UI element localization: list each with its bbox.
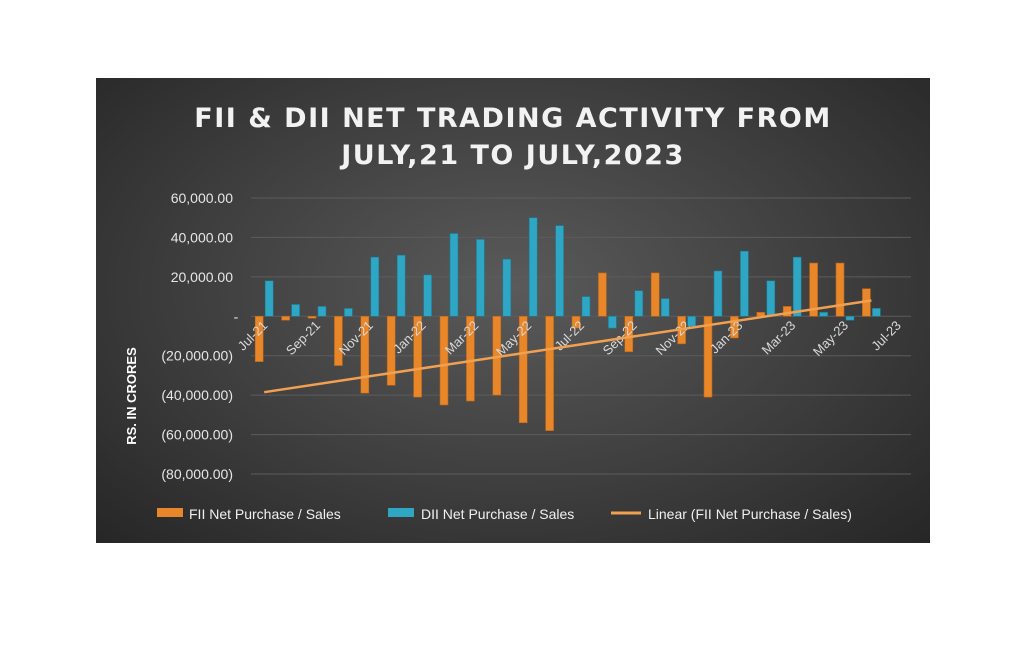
legend: FII Net Purchase / Sales DII Net Purchas… (157, 506, 852, 522)
y-tick-label: 40,000.00 (171, 229, 233, 245)
bar-dii (555, 225, 564, 317)
y-tick-label: (40,000.00) (161, 387, 233, 403)
bar-dii (291, 304, 300, 317)
bar-fii (598, 272, 607, 317)
y-tick-label: - (234, 308, 239, 324)
bar-fii (809, 262, 818, 317)
bar-dii (766, 280, 776, 317)
bar-fii (254, 315, 264, 362)
bar-dii (264, 280, 274, 317)
bar-fii (413, 315, 422, 398)
chart-title-line-1: FII & DII NET TRADING ACTIVITY FROM (194, 103, 831, 134)
bar-fii (334, 315, 343, 366)
bar-fii (545, 315, 554, 431)
x-tick-label: Jan-22 (390, 318, 429, 357)
x-tick-label: Sep-21 (283, 318, 323, 358)
bar-dii (792, 256, 802, 317)
bar-dii (634, 290, 644, 317)
bar-dii (819, 312, 828, 317)
bar-dii (528, 217, 538, 317)
bar-dii (476, 239, 485, 317)
chart-panel: FII & DII NET TRADING ACTIVITY FROM JULY… (96, 78, 930, 543)
bar-dii (423, 274, 432, 317)
chart-svg: FII & DII NET TRADING ACTIVITY FROM JULY… (124, 103, 911, 522)
x-tick-label: Jul-21 (235, 318, 271, 354)
y-tick-label: (80,000.00) (161, 466, 233, 482)
bar-dii (344, 308, 353, 317)
x-tick-label: Mar-23 (759, 318, 799, 358)
chart-title-line-2: JULY,21 TO JULY,2023 (339, 140, 685, 171)
bar-dii (687, 315, 696, 327)
y-tick-label: (20,000.00) (161, 348, 233, 364)
bar-fii (624, 315, 634, 353)
bar-dii (845, 315, 855, 321)
bar-fii (730, 315, 739, 339)
y-tick-label: 20,000.00 (171, 269, 233, 285)
trendline (264, 299, 872, 394)
bar-dii (872, 308, 881, 317)
legend-label-fii: FII Net Purchase / Sales (189, 506, 341, 522)
bar-dii (396, 254, 406, 317)
bar-fii (307, 315, 317, 319)
bar-dii (608, 315, 617, 329)
bar-fii (386, 315, 396, 386)
x-tick-label: May-23 (810, 318, 851, 359)
trendline-fii (264, 299, 872, 394)
bar-dii (581, 296, 591, 317)
bar-dii (740, 250, 749, 317)
bar-fii (466, 315, 475, 402)
bar-dii (317, 306, 327, 317)
bar-dii (660, 298, 670, 317)
legend-label-dii: DII Net Purchase / Sales (421, 506, 574, 522)
bar-fii (360, 315, 370, 394)
bar-fii (650, 272, 660, 317)
y-tick-label: (60,000.00) (161, 427, 233, 443)
bar-dii (370, 256, 380, 317)
bar-fii (782, 306, 792, 317)
legend-item-fii[interactable]: FII Net Purchase / Sales (157, 506, 341, 522)
y-tick-label: 60,000.00 (171, 190, 233, 206)
legend-swatch-fii (157, 508, 183, 517)
bar-dii (502, 258, 512, 317)
bar-dii (713, 270, 723, 317)
x-tick-label: Jul-23 (868, 318, 904, 354)
bar-fii (703, 315, 713, 398)
y-axis-label: RS. IN CRORES (124, 347, 139, 445)
bar-fii (518, 315, 528, 424)
bar-fii (571, 315, 581, 329)
x-tick-label: Nov-22 (652, 318, 692, 358)
legend-item-trend[interactable]: Linear (FII Net Purchase / Sales) (611, 506, 852, 522)
legend-item-dii[interactable]: DII Net Purchase / Sales (388, 506, 574, 522)
bar-fii (835, 262, 845, 317)
legend-swatch-dii (388, 508, 414, 517)
y-axis-ticks: 60,000.00 40,000.00 20,000.00 - (20,000.00) (… (161, 190, 238, 482)
bar-dii (449, 233, 459, 317)
bars (254, 217, 881, 431)
bar-fii (439, 315, 449, 406)
bar-fii (281, 315, 290, 321)
legend-label-trend: Linear (FII Net Purchase / Sales) (648, 506, 852, 522)
